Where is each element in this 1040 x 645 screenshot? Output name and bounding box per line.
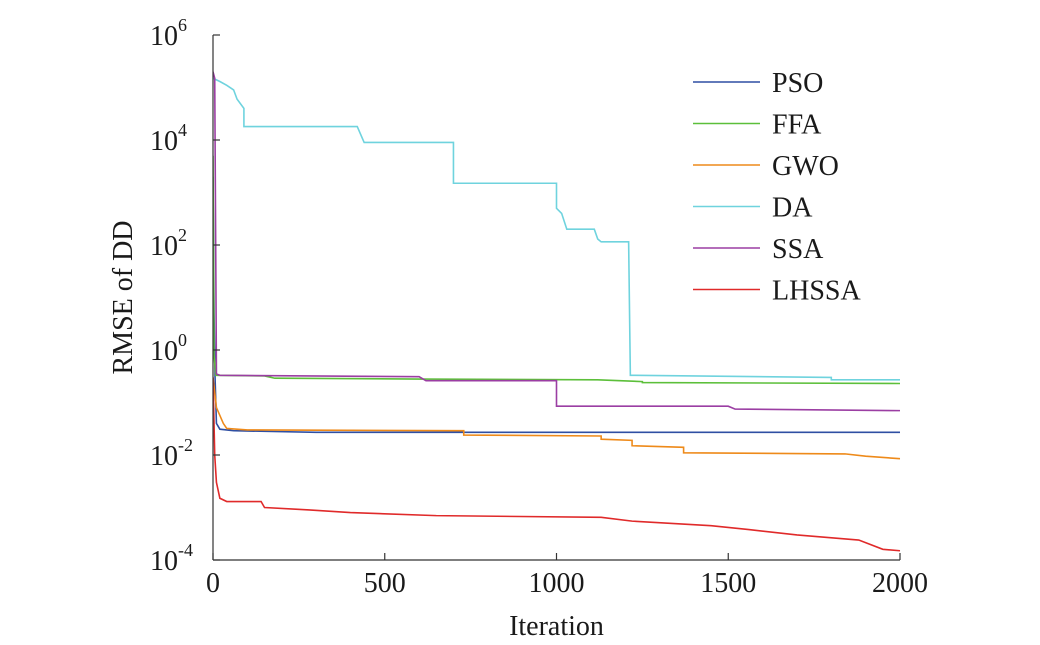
series-line-lhssa — [213, 377, 901, 552]
y-tick-label: 106 — [150, 15, 187, 52]
x-tick-label: 2000 — [872, 568, 928, 599]
y-tick-label: 102 — [150, 225, 187, 262]
legend-label-gwo: GWO — [772, 151, 839, 182]
y-tick-label: 10-4 — [150, 540, 193, 577]
x-axis-label: Iteration — [509, 611, 604, 642]
series-line-ffa — [213, 155, 901, 385]
y-axis-ticks: 10-4 10-2 100 102 104 106 — [150, 15, 220, 577]
legend: PSO FFA GWO DA SSA LHSSA — [693, 68, 861, 307]
series-line-gwo — [213, 377, 901, 460]
legend-label-lhssa: LHSSA — [772, 276, 861, 307]
y-tick-label: 104 — [150, 120, 187, 157]
y-tick-label: 10-2 — [150, 435, 193, 472]
legend-label-da: DA — [772, 193, 813, 224]
legend-label-ffa: FFA — [772, 110, 822, 141]
series-line-da — [213, 77, 900, 381]
x-axis-ticks: 0 500 1000 1500 2000 — [206, 553, 928, 599]
plot-area — [213, 71, 901, 552]
y-tick-label: 100 — [150, 330, 187, 367]
legend-label-pso: PSO — [772, 68, 823, 99]
series-line-ssa — [213, 71, 901, 412]
y-axis-label: RMSE of DD — [108, 220, 139, 374]
x-tick-label: 1500 — [700, 568, 756, 599]
x-tick-label: 1000 — [529, 568, 585, 599]
x-tick-label: 500 — [364, 568, 406, 599]
x-tick-label: 0 — [206, 568, 220, 599]
legend-label-ssa: SSA — [772, 234, 824, 265]
